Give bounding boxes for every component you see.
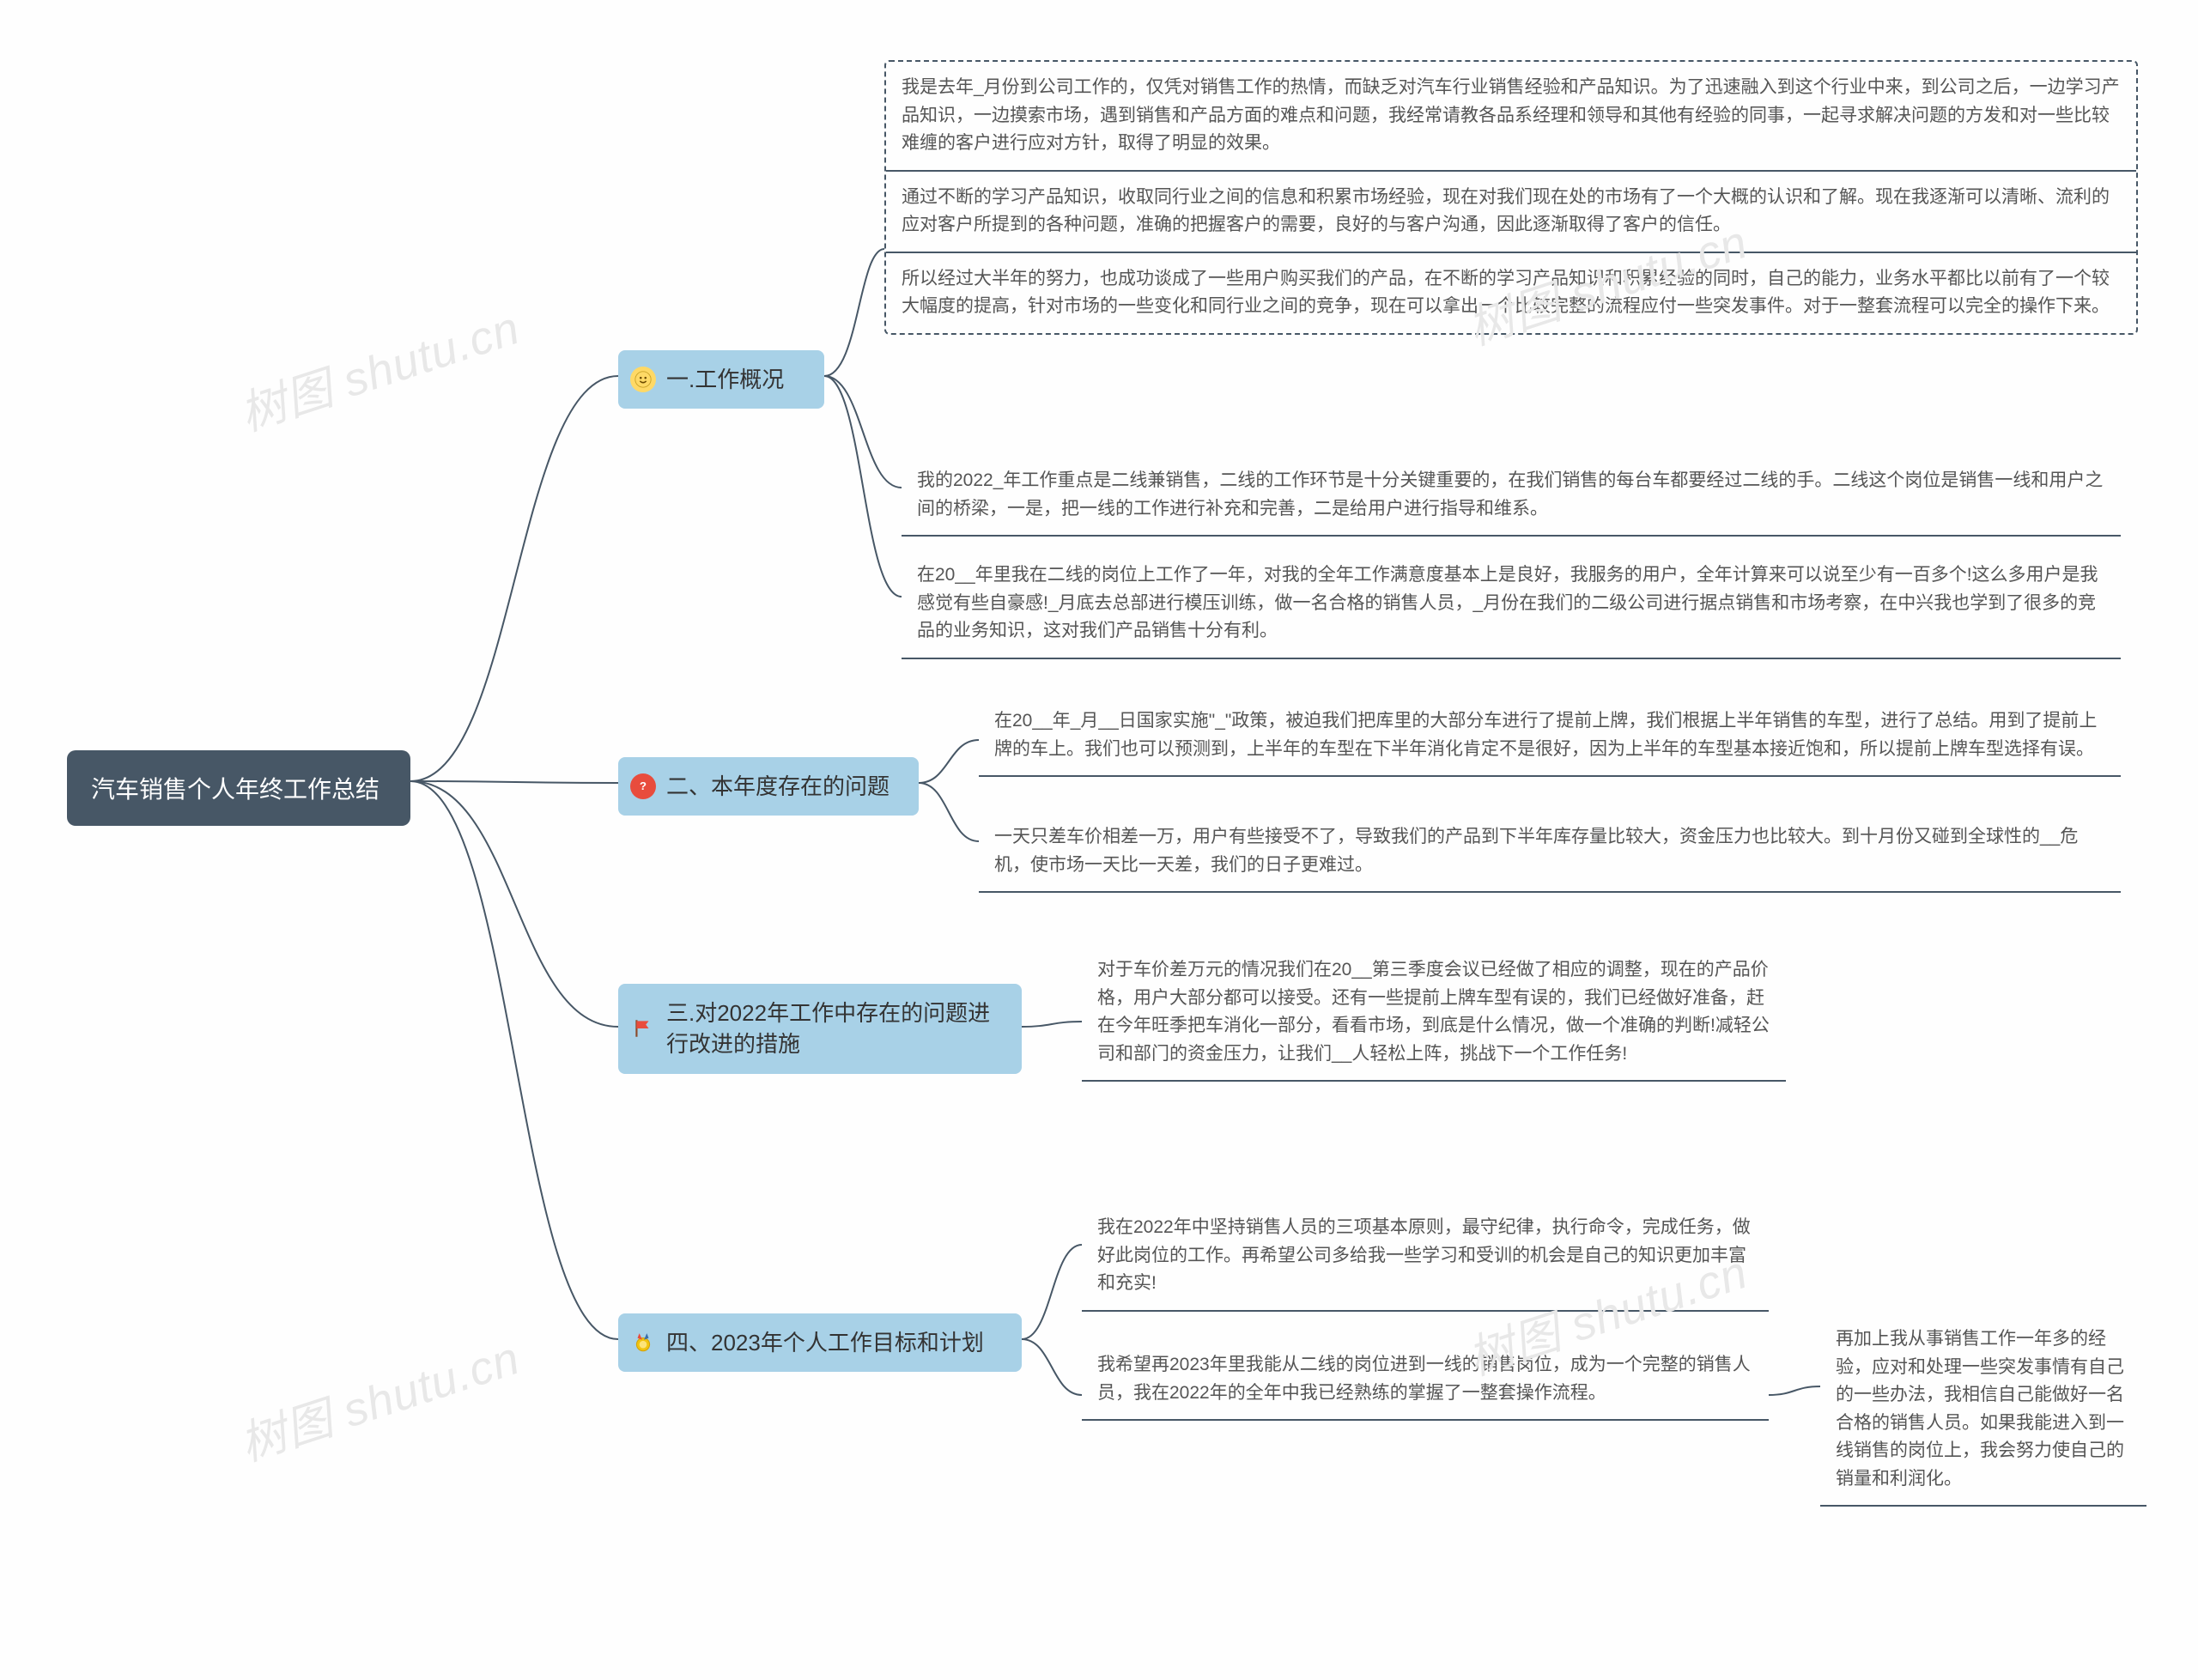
leaf-text: 再加上我从事销售工作一年多的经验，应对和处理一些突发事情有自己的一些办法，我相信… — [1836, 1329, 2124, 1489]
flag-icon — [630, 1016, 656, 1041]
leaf-improvement-measures: 对于车价差万元的情况我们在20__第三季度会议已经做了相应的调整，现在的产品价格… — [1082, 944, 1786, 1082]
leaf-text: 我的2022_年工作重点是二线兼销售，二线的工作环节是十分关键重要的，在我们销售… — [917, 470, 2103, 519]
leaf-text: 我希望再2023年里我能从二线的岗位进到一线的销售岗位，成为一个完整的销售人员，… — [1097, 1355, 1751, 1403]
branch-label: 三.对2022年工作中存在的问题进行改进的措施 — [666, 1000, 990, 1057]
leaf-group-work-overview: 我是去年_月份到公司工作的，仅凭对销售工作的热情，而缺乏对汽车行业销售经验和产品… — [884, 60, 2138, 335]
watermark: 树图 shutu.cn — [230, 1319, 527, 1474]
root-label: 汽车销售个人年终工作总结 — [91, 776, 379, 803]
branch-work-overview[interactable]: 一.工作概况 — [618, 350, 824, 409]
leaf-text: 在20__年里我在二线的岗位上工作了一年，对我的全年工作满意度基本上是良好，我服… — [917, 565, 2098, 640]
watermark: 树图 shutu.cn — [230, 289, 527, 444]
leaf-problem-policy: 在20__年_月__日国家实施"_"政策，被迫我们把库里的大部分车进行了提前上牌… — [979, 695, 2121, 777]
branch-label: 二、本年度存在的问题 — [666, 773, 890, 799]
leaf-problem-price: 一天只差车价相差一万，用户有些接受不了，导致我们的产品到下半年库存量比较大，资金… — [979, 811, 2121, 893]
leaf-work-focus: 我的2022_年工作重点是二线兼销售，二线的工作环节是十分关键重要的，在我们销售… — [902, 455, 2121, 537]
branch-improvements[interactable]: 三.对2022年工作中存在的问题进行改进的措施 — [618, 984, 1022, 1074]
root-node[interactable]: 汽车销售个人年终工作总结 — [67, 750, 410, 826]
leaf-goal-experience: 再加上我从事销售工作一年多的经验，应对和处理一些突发事情有自己的一些办法，我相信… — [1820, 1313, 2146, 1507]
leaf-text: 所以经过大半年的努力，也成功谈成了一些用户购买我们的产品，在不断的学习产品知识和… — [886, 253, 2136, 333]
smile-icon — [630, 367, 656, 392]
leaf-text: 一天只差车价相差一万，用户有些接受不了，导致我们的产品到下半年库存量比较大，资金… — [994, 827, 2078, 875]
question-icon: ? — [630, 773, 656, 799]
branch-problems[interactable]: ? 二、本年度存在的问题 — [618, 757, 919, 816]
medal-icon — [630, 1330, 656, 1356]
svg-text:?: ? — [640, 779, 647, 792]
leaf-work-year: 在20__年里我在二线的岗位上工作了一年，对我的全年工作满意度基本上是良好，我服… — [902, 549, 2121, 659]
branch-goals[interactable]: 四、2023年个人工作目标和计划 — [618, 1313, 1022, 1372]
leaf-text: 我在2022年中坚持销售人员的三项基本原则，最守纪律，执行命令，完成任务，做好此… — [1097, 1217, 1751, 1293]
leaf-text: 通过不断的学习产品知识，收取同行业之间的信息和积累市场经验，现在对我们现在处的市… — [886, 172, 2136, 253]
branch-label: 四、2023年个人工作目标和计划 — [666, 1330, 984, 1356]
leaf-goal-principles: 我在2022年中坚持销售人员的三项基本原则，最守纪律，执行命令，完成任务，做好此… — [1082, 1202, 1769, 1312]
leaf-text: 对于车价差万元的情况我们在20__第三季度会议已经做了相应的调整，现在的产品价格… — [1097, 960, 1770, 1064]
leaf-text: 在20__年_月__日国家实施"_"政策，被迫我们把库里的大部分车进行了提前上牌… — [994, 711, 2097, 759]
leaf-text: 我是去年_月份到公司工作的，仅凭对销售工作的热情，而缺乏对汽车行业销售经验和产品… — [886, 62, 2136, 172]
leaf-goal-promotion: 我希望再2023年里我能从二线的岗位进到一线的销售岗位，成为一个完整的销售人员，… — [1082, 1339, 1769, 1421]
branch-label: 一.工作概况 — [666, 367, 784, 392]
